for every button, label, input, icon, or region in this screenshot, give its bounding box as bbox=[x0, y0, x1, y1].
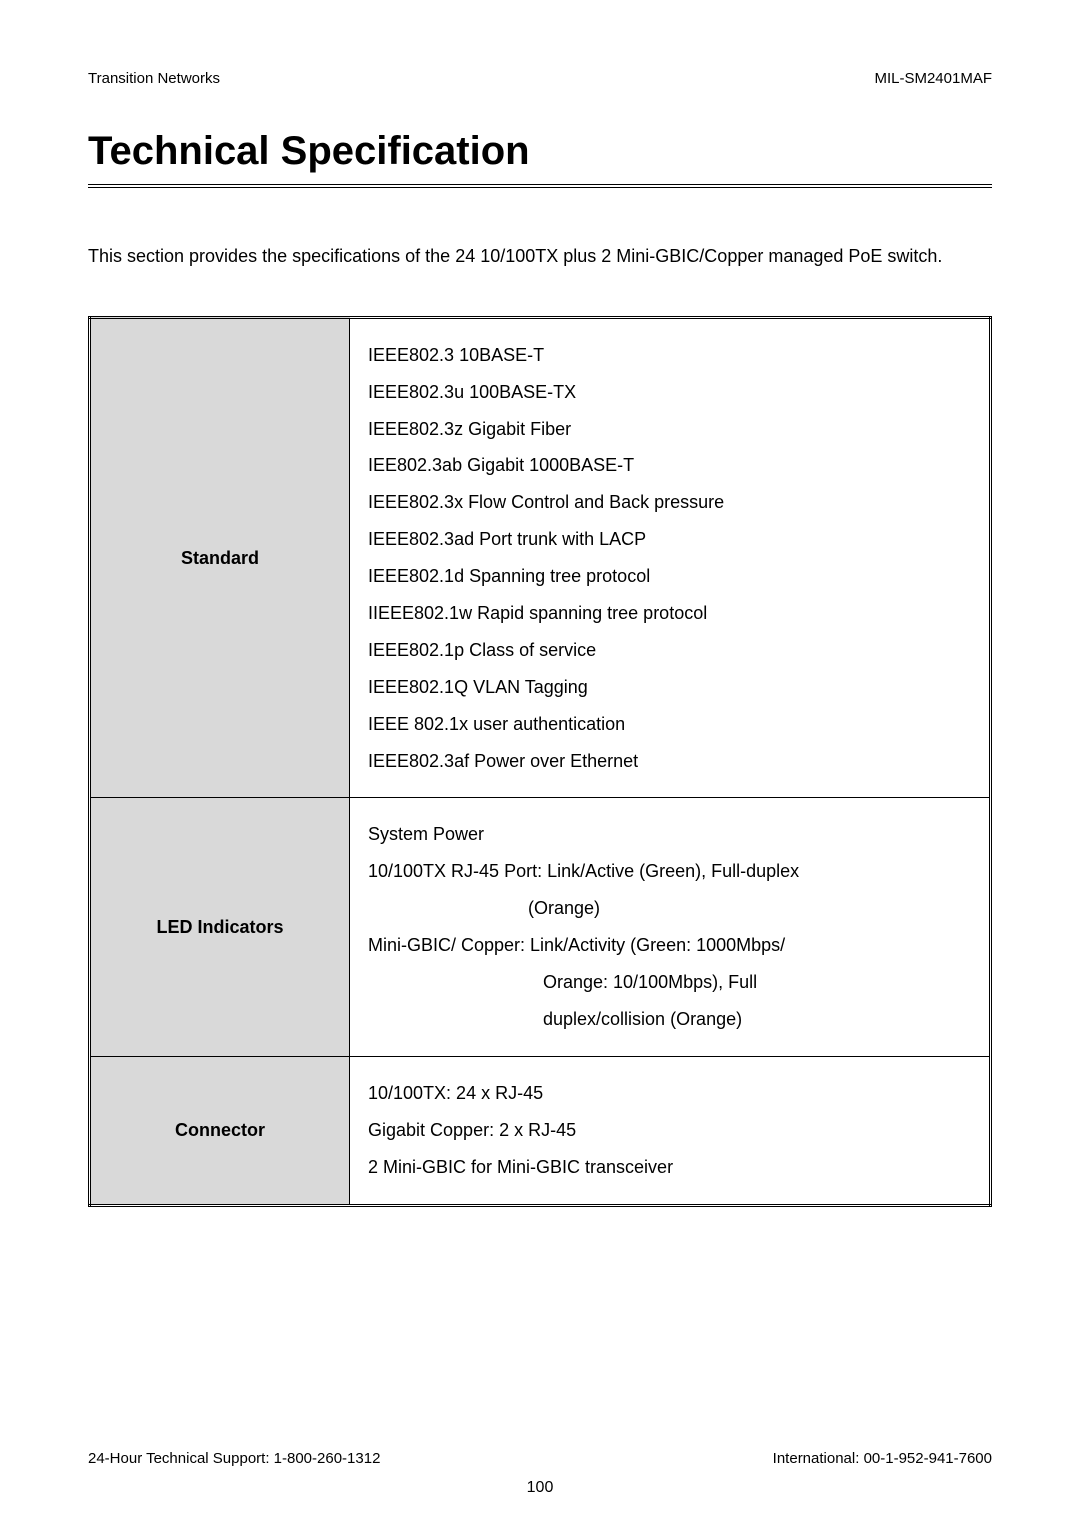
table-content-line: IIEEE802.1w Rapid spanning tree protocol bbox=[368, 595, 971, 632]
table-label-cell: Connector bbox=[90, 1056, 350, 1205]
table-content-line: IEEE802.3u 100BASE-TX bbox=[368, 374, 971, 411]
table-content-line: 10/100TX: 24 x RJ-45 bbox=[368, 1075, 971, 1112]
table-content-cell: System Power10/100TX RJ-45 Port: Link/Ac… bbox=[350, 798, 991, 1056]
table-content-line: Mini-GBIC/ Copper: Link/Activity (Green:… bbox=[368, 927, 971, 964]
page-title: Technical Specification bbox=[88, 129, 992, 174]
table-content-line: IEEE802.3ad Port trunk with LACP bbox=[368, 521, 971, 558]
header-row: Transition Networks MIL-SM2401MAF bbox=[88, 70, 992, 87]
title-underline bbox=[88, 184, 992, 188]
table-row: LED IndicatorsSystem Power10/100TX RJ-45… bbox=[90, 798, 991, 1056]
table-content-line: IEEE 802.1x user authentication bbox=[368, 706, 971, 743]
table-content-line: IEEE802.1p Class of service bbox=[368, 632, 971, 669]
intro-paragraph: This section provides the specifications… bbox=[88, 238, 992, 276]
table-content-line: IEE802.3ab Gigabit 1000BASE-T bbox=[368, 447, 971, 484]
spec-table: StandardIEEE802.3 10BASE-TIEEE802.3u 100… bbox=[88, 316, 992, 1207]
table-content-line: System Power bbox=[368, 816, 971, 853]
table-label-cell: LED Indicators bbox=[90, 798, 350, 1056]
footer-right: International: 00-1-952-941-7600 bbox=[773, 1450, 992, 1467]
table-content-line: IEEE802.3af Power over Ethernet bbox=[368, 743, 971, 780]
table-content-line: duplex/collision (Orange) bbox=[368, 1001, 971, 1038]
table-content-line: 2 Mini-GBIC for Mini-GBIC transceiver bbox=[368, 1149, 971, 1186]
table-label-cell: Standard bbox=[90, 317, 350, 798]
table-content-cell: IEEE802.3 10BASE-TIEEE802.3u 100BASE-TXI… bbox=[350, 317, 991, 798]
header-right: MIL-SM2401MAF bbox=[874, 70, 992, 87]
table-row: Connector10/100TX: 24 x RJ-45Gigabit Cop… bbox=[90, 1056, 991, 1205]
table-content-line: IEEE802.3 10BASE-T bbox=[368, 337, 971, 374]
table-content-line: (Orange) bbox=[368, 890, 971, 927]
footer-left: 24-Hour Technical Support: 1-800-260-131… bbox=[88, 1450, 380, 1467]
table-content-line: IEEE802.1Q VLAN Tagging bbox=[368, 669, 971, 706]
table-row: StandardIEEE802.3 10BASE-TIEEE802.3u 100… bbox=[90, 317, 991, 798]
table-content-line: 10/100TX RJ-45 Port: Link/Active (Green)… bbox=[368, 853, 971, 890]
table-content-line: Gigabit Copper: 2 x RJ-45 bbox=[368, 1112, 971, 1149]
table-content-line: IEEE802.3x Flow Control and Back pressur… bbox=[368, 484, 971, 521]
header-left: Transition Networks bbox=[88, 70, 220, 87]
table-content-line: Orange: 10/100Mbps), Full bbox=[368, 964, 971, 1001]
table-content-cell: 10/100TX: 24 x RJ-45Gigabit Copper: 2 x … bbox=[350, 1056, 991, 1205]
table-content-line: IEEE802.3z Gigabit Fiber bbox=[368, 411, 971, 448]
table-content-line: IEEE802.1d Spanning tree protocol bbox=[368, 558, 971, 595]
footer-row: 24-Hour Technical Support: 1-800-260-131… bbox=[88, 1450, 992, 1467]
page-number: 100 bbox=[0, 1479, 1080, 1497]
